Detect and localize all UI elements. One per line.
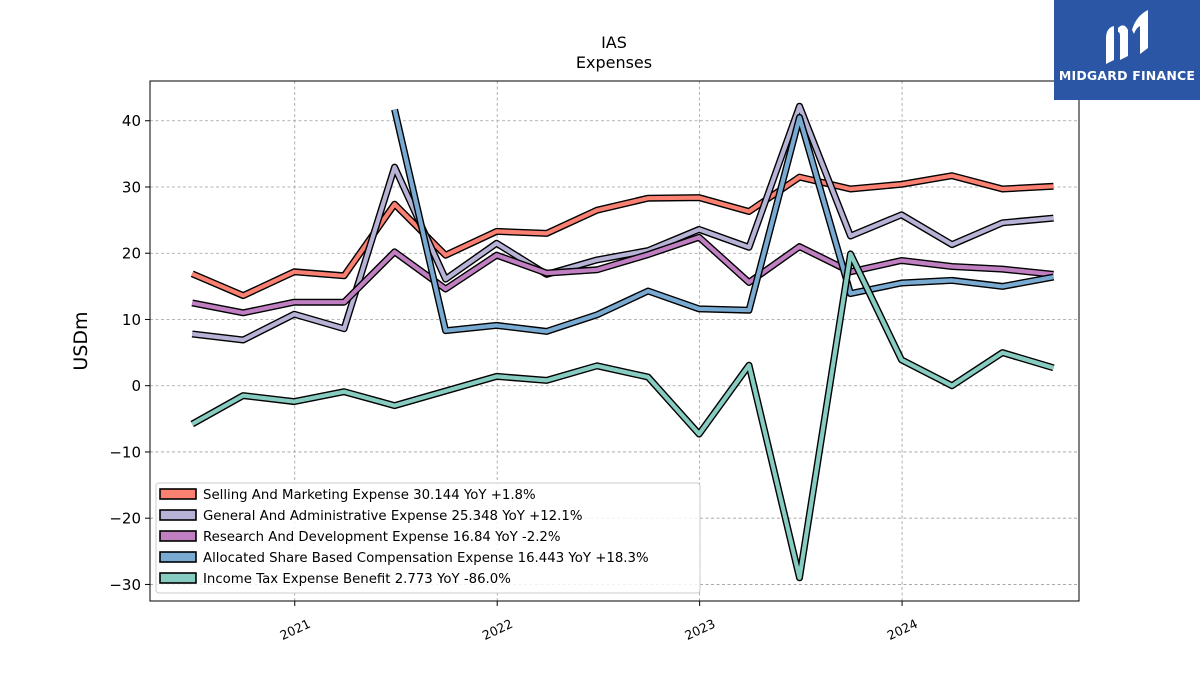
x-tick-label: 2022 — [480, 616, 515, 643]
series-outline-1 — [190, 172, 1054, 300]
y-tick-label: 40 — [122, 112, 141, 130]
legend-entry: Research And Development Expense 16.84 Y… — [203, 530, 561, 545]
y-tick-label: 20 — [122, 245, 141, 263]
y-tick-label: 0 — [131, 377, 141, 395]
chart-title: IAS — [601, 33, 627, 52]
chart-subtitle: Expenses — [576, 53, 652, 72]
midgard-m-logo-icon — [1106, 10, 1148, 64]
brand-name: MIDGARD FINANCE — [1058, 68, 1196, 83]
series-line-2 — [191, 104, 1054, 343]
series-line-4 — [392, 109, 1054, 334]
legend-entry: Selling And Marketing Expense 30.144 YoY… — [203, 488, 536, 503]
legend: Selling And Marketing Expense 30.144 YoY… — [155, 482, 701, 594]
x-tick-label: 2023 — [682, 616, 717, 643]
y-tick-label: −30 — [109, 576, 141, 594]
y-tick-label: 10 — [122, 311, 141, 329]
series-lines — [190, 102, 1055, 582]
legend-box — [155, 482, 701, 594]
brand-logo: MIDGARD FINANCE — [1054, 0, 1200, 100]
legend-entry: Income Tax Expense Benefit 2.773 YoY -86… — [203, 572, 511, 587]
y-tick-label: 30 — [122, 178, 141, 196]
legend-entry: General And Administrative Expense 25.34… — [203, 509, 582, 524]
series-line-3 — [191, 235, 1054, 315]
y-tick-label: −20 — [109, 510, 141, 528]
series-outline-4 — [391, 108, 1055, 335]
legend-entry: Allocated Share Based Compensation Expen… — [203, 551, 649, 566]
legend-swatch — [159, 572, 197, 584]
legend-swatch — [159, 509, 197, 521]
legend-swatch — [159, 488, 197, 500]
series-line-1 — [191, 173, 1054, 298]
y-axis-label: USDm — [70, 311, 92, 370]
x-tick-label: 2021 — [277, 616, 312, 643]
series-line-5 — [191, 251, 1055, 580]
plot-area-frame — [149, 80, 1080, 602]
x-tick-label: 2024 — [885, 616, 920, 643]
y-tick-label: −10 — [109, 443, 141, 461]
legend-swatch — [159, 551, 197, 563]
legend-swatch — [159, 530, 197, 542]
